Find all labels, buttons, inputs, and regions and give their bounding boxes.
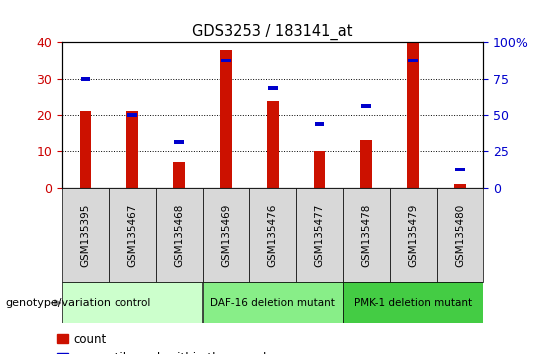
Bar: [455, 168, 465, 171]
Bar: [314, 152, 325, 188]
Bar: [390, 188, 436, 282]
Bar: [249, 188, 296, 282]
Bar: [407, 42, 419, 188]
Text: genotype/variation: genotype/variation: [5, 298, 111, 308]
Text: GSM135478: GSM135478: [361, 203, 372, 267]
Bar: [62, 282, 202, 323]
Bar: [173, 162, 185, 188]
Bar: [126, 112, 138, 188]
Text: GSM135480: GSM135480: [455, 204, 465, 267]
Text: GSM135476: GSM135476: [268, 203, 278, 267]
Bar: [127, 113, 137, 117]
Text: GSM135477: GSM135477: [314, 203, 325, 267]
Bar: [343, 188, 390, 282]
Bar: [220, 50, 232, 188]
Bar: [80, 112, 91, 188]
Text: GSM135468: GSM135468: [174, 203, 184, 267]
Bar: [296, 188, 343, 282]
Bar: [221, 59, 231, 62]
Bar: [454, 184, 465, 188]
Text: GSM135467: GSM135467: [127, 203, 137, 267]
Bar: [62, 188, 109, 282]
Bar: [156, 188, 202, 282]
Title: GDS3253 / 183141_at: GDS3253 / 183141_at: [192, 23, 353, 40]
Text: GSM135469: GSM135469: [221, 203, 231, 267]
Bar: [408, 59, 418, 62]
Bar: [80, 77, 91, 81]
Bar: [268, 86, 278, 90]
Bar: [202, 188, 249, 282]
Text: PMK-1 deletion mutant: PMK-1 deletion mutant: [354, 298, 472, 308]
Text: GSM135479: GSM135479: [408, 203, 418, 267]
Text: DAF-16 deletion mutant: DAF-16 deletion mutant: [210, 298, 335, 308]
Text: GSM135395: GSM135395: [80, 203, 91, 267]
Bar: [361, 141, 372, 188]
Bar: [343, 282, 483, 323]
Bar: [361, 104, 372, 108]
Legend: count, percentile rank within the sample: count, percentile rank within the sample: [57, 333, 273, 354]
Bar: [202, 282, 343, 323]
Text: control: control: [114, 298, 151, 308]
Bar: [314, 122, 325, 126]
Bar: [109, 188, 156, 282]
Bar: [436, 188, 483, 282]
Bar: [267, 101, 279, 188]
Bar: [174, 141, 184, 144]
